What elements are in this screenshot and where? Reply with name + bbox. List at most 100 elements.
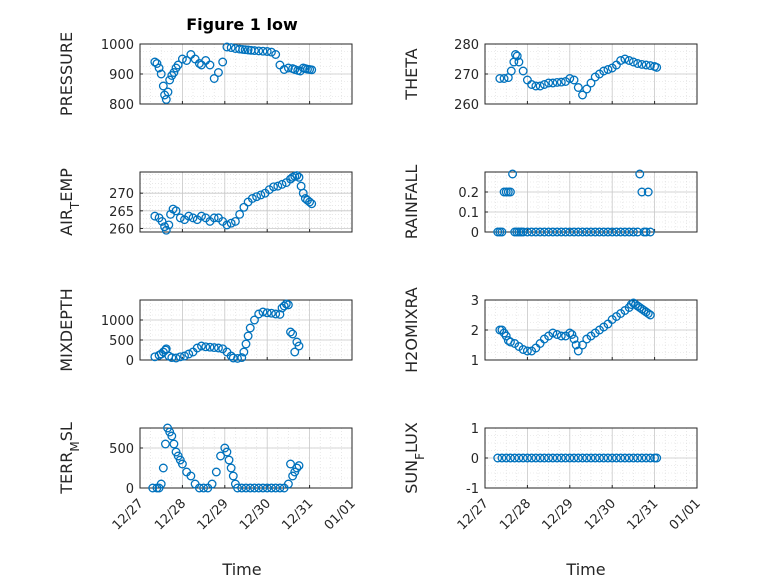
data-point [505,187,515,197]
data-point [266,483,276,493]
data-point [616,56,626,65]
data-point [266,308,276,318]
data-point [548,227,558,237]
data-point [645,453,655,463]
data-point [262,308,272,318]
data-point [241,339,251,349]
data-point [222,42,232,52]
data-point [148,483,158,493]
data-point [624,453,634,463]
xlabel-right: Time [565,560,605,579]
data-point [169,68,179,77]
data-point [645,61,655,71]
data-point [511,50,520,59]
data-point [522,227,532,237]
y-tick-label: 1000 [101,314,134,329]
data-point [573,346,583,356]
data-point [643,187,653,197]
data-point [495,74,505,83]
data-point [205,60,215,70]
data-point [544,78,554,88]
data-point [573,453,583,463]
data-point [247,194,257,203]
data-point [235,44,245,54]
x-tick-label: 12/29 [195,496,232,533]
data-point [180,351,189,361]
data-point [213,343,223,353]
xlabel-left: Time [221,560,261,579]
y-axis-label: MIXDEPTH [57,288,76,371]
figure-title: Figure 1 low [186,15,298,34]
data-point [603,227,613,237]
data-point [626,300,636,309]
data-point [607,453,617,463]
data-point [628,453,638,463]
panel-terr-msl: 0 500 12/27 12/28 12/29 12/30 12/31 01/01 TERRMS… [57,422,359,533]
data-point [586,78,596,88]
data-point [271,50,281,59]
data-point [205,342,215,352]
data-point [167,431,177,441]
data-point [226,43,236,53]
data-point [294,341,304,351]
data-point [641,227,651,237]
data-point [595,227,604,237]
panel-sun-flux: -1 0 1 12/27 12/28 12/29 12/30 12/31 01/01 SUNFLU… [402,422,704,533]
data-point [531,81,541,91]
data-point [607,227,617,237]
data-point [157,216,167,226]
data-point [226,218,236,228]
data-point [177,54,187,64]
y-tick-label: 0.1 [458,206,479,221]
data-point [518,453,528,463]
y-tick-label: 260 [109,222,134,237]
data-point [241,483,251,493]
data-point [194,483,204,493]
data-point [305,197,315,207]
data-point [497,453,507,463]
data-point [186,471,196,481]
data-point [522,453,532,463]
data-point [499,74,509,83]
data-point [237,353,247,363]
y-tick-label: 280 [454,38,479,53]
data-point [209,213,219,223]
data-point [637,453,647,463]
data-point [216,451,226,461]
data-point [544,453,554,463]
data-point [279,301,289,311]
data-point [258,307,268,317]
y-tick-label: 800 [109,98,134,113]
data-point [527,80,537,89]
data-point [228,471,238,481]
panel-h2omixra: 1 2 3 H2OMIXRA [402,287,698,373]
data-point [199,483,209,493]
data-point [637,59,647,69]
data-point [171,206,181,216]
data-point [237,483,247,493]
x-tick-label: 12/31 [279,496,316,533]
y-axis-label: AIRTEMP [57,168,82,236]
y-tick-label: 0.2 [458,186,479,201]
y-tick-label: 270 [109,187,134,202]
data-point [209,343,219,353]
data-point [292,171,302,180]
data-point [165,75,175,85]
data-point [273,181,283,191]
data-point [586,227,596,237]
data-point [652,453,662,463]
data-point [269,182,279,192]
data-point [161,95,171,104]
y-tick-label: 0 [126,354,134,369]
data-point [163,87,173,97]
data-point [548,78,558,88]
data-point [286,327,295,337]
data-point [218,57,228,67]
data-point [569,453,579,463]
data-point [569,75,579,85]
y-tick-label: 500 [109,334,134,349]
y-tick-label: 270 [454,68,479,83]
data-point [230,216,240,226]
data-point [603,65,613,74]
